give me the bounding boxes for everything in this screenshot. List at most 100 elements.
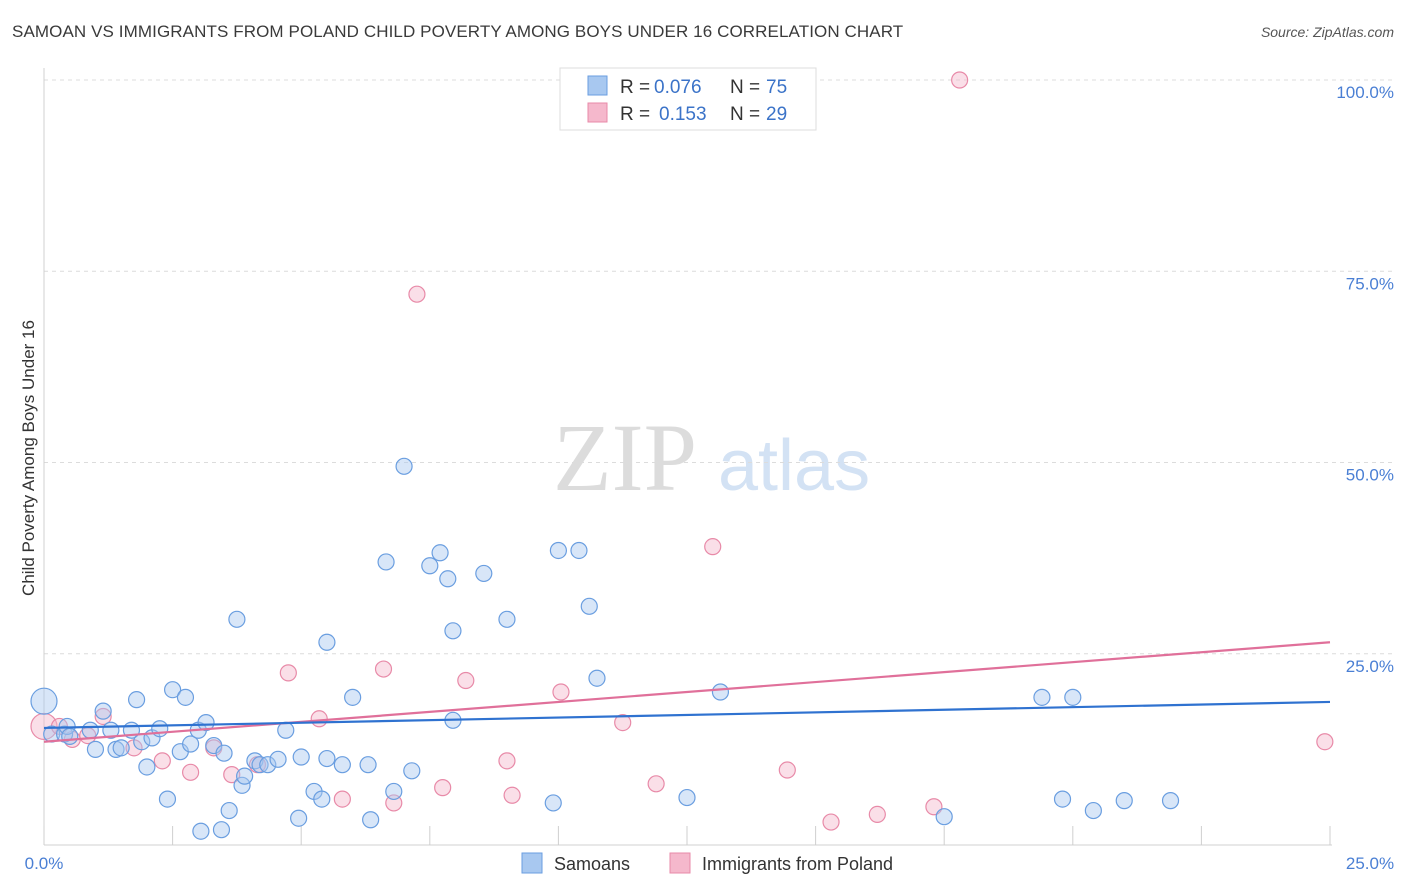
samoan-point <box>112 739 130 757</box>
series-samoans <box>30 457 1180 840</box>
samoan-point <box>395 457 413 475</box>
poland-point <box>374 660 393 678</box>
samoan-point <box>81 721 99 739</box>
samoan-point <box>549 541 568 560</box>
samoan-point <box>215 744 233 762</box>
bottom-legend-swatch-poland <box>669 852 691 874</box>
gridlines <box>44 79 1394 655</box>
samoan-point <box>182 735 200 753</box>
samoan-point <box>359 756 377 774</box>
watermark-atlas: atlas <box>718 426 870 506</box>
samoan-point <box>935 808 953 826</box>
samoan-point <box>313 790 331 808</box>
bottom-legend-label-poland: Immigrants from Poland <box>702 854 893 874</box>
bottom-legend-swatch-samoans <box>521 852 543 874</box>
x-tick-marks <box>43 826 1331 845</box>
poland-point <box>1316 733 1334 751</box>
poland-point <box>868 805 886 824</box>
samoan-point <box>570 541 588 560</box>
samoan-point <box>151 720 169 738</box>
poland-point <box>408 285 426 303</box>
samoan-point <box>444 622 462 640</box>
poland-point <box>94 707 112 726</box>
samoan-point <box>678 788 696 807</box>
poland-point <box>951 71 969 89</box>
y-tick-label-25: 25.0% <box>1346 657 1394 676</box>
samoan-point <box>236 767 254 785</box>
samoan-point <box>431 544 449 562</box>
samoan-point <box>30 687 58 715</box>
samoan-point <box>127 691 146 709</box>
legend-r-value-samoans: 0.076 <box>654 77 702 98</box>
samoan-point <box>344 688 362 706</box>
samoan-point <box>362 811 380 829</box>
poland-point <box>778 761 796 779</box>
poland-point <box>223 766 241 784</box>
samoan-point <box>318 633 336 651</box>
samoan-point <box>403 762 421 780</box>
top-legend: R = 0.076 N = 75 R = 0.153 N = 29 <box>559 67 817 131</box>
legend-swatch-poland <box>587 102 608 123</box>
legend-n-value-samoans: 75 <box>766 77 787 98</box>
samoan-point <box>421 557 439 575</box>
samoan-point <box>158 790 177 808</box>
legend-r-label-poland: R = <box>620 104 650 125</box>
samoan-point <box>1115 792 1133 810</box>
samoan-point <box>711 683 730 701</box>
legend-r-label-samoans: R = <box>620 77 650 98</box>
y-tick-label-75: 75.0% <box>1346 274 1394 293</box>
samoan-point <box>292 748 310 766</box>
trend-lines <box>43 641 1331 743</box>
samoan-point <box>1053 790 1072 808</box>
poland-point <box>153 752 171 770</box>
samoan-point <box>86 740 105 758</box>
legend-n-label-poland: N = <box>730 104 760 125</box>
samoan-point <box>333 756 351 774</box>
samoan-point <box>580 597 598 615</box>
samoan-point <box>212 821 231 839</box>
samoan-point <box>475 564 493 583</box>
samoan-point <box>61 727 79 745</box>
samoan-point <box>259 756 277 774</box>
samoan-point <box>377 553 395 571</box>
samoan-point <box>385 782 403 801</box>
samoan-point <box>220 801 238 820</box>
poland-point <box>704 538 722 556</box>
chart-title: SAMOAN VS IMMIGRANTS FROM POLAND CHILD P… <box>12 22 904 41</box>
x-tick-label-max: 25.0% <box>1346 854 1394 873</box>
samoan-point <box>138 758 156 776</box>
samoan-point <box>197 713 215 732</box>
poland-point <box>30 712 58 741</box>
legend-n-label-samoans: N = <box>730 77 760 98</box>
poland-point <box>498 752 516 770</box>
samoan-point <box>1161 792 1180 810</box>
poland-point <box>434 779 452 797</box>
samoan-point <box>498 610 516 628</box>
samoan-point <box>176 688 195 706</box>
samoan-point <box>544 794 562 812</box>
samoan-point <box>1064 688 1082 706</box>
samoan-point <box>1033 688 1051 706</box>
watermark-zip: ZIP <box>553 404 697 511</box>
legend-r-value-poland: 0.153 <box>659 104 707 125</box>
samoan-point <box>228 610 246 628</box>
poland-point <box>279 664 297 682</box>
bottom-legend-label-samoans: Samoans <box>554 854 630 874</box>
poland-point <box>925 798 943 816</box>
samoan-point <box>588 669 606 687</box>
poland-point <box>822 813 840 831</box>
chart-source: Source: ZipAtlas.com <box>1260 24 1394 40</box>
samoan-point <box>439 570 457 588</box>
bottom-legend: Samoans Immigrants from Poland <box>521 852 893 874</box>
trend-line-samoans <box>43 700 1331 730</box>
poland-point <box>614 713 632 732</box>
poland-point <box>310 710 328 728</box>
legend-n-value-poland: 29 <box>766 104 787 125</box>
samoan-point <box>1084 801 1102 820</box>
poland-point <box>503 786 521 804</box>
poland-point <box>552 683 570 701</box>
legend-swatch-samoans <box>587 75 608 96</box>
samoan-point <box>277 721 295 739</box>
y-axis-label: Child Poverty Among Boys Under 16 <box>19 320 38 596</box>
